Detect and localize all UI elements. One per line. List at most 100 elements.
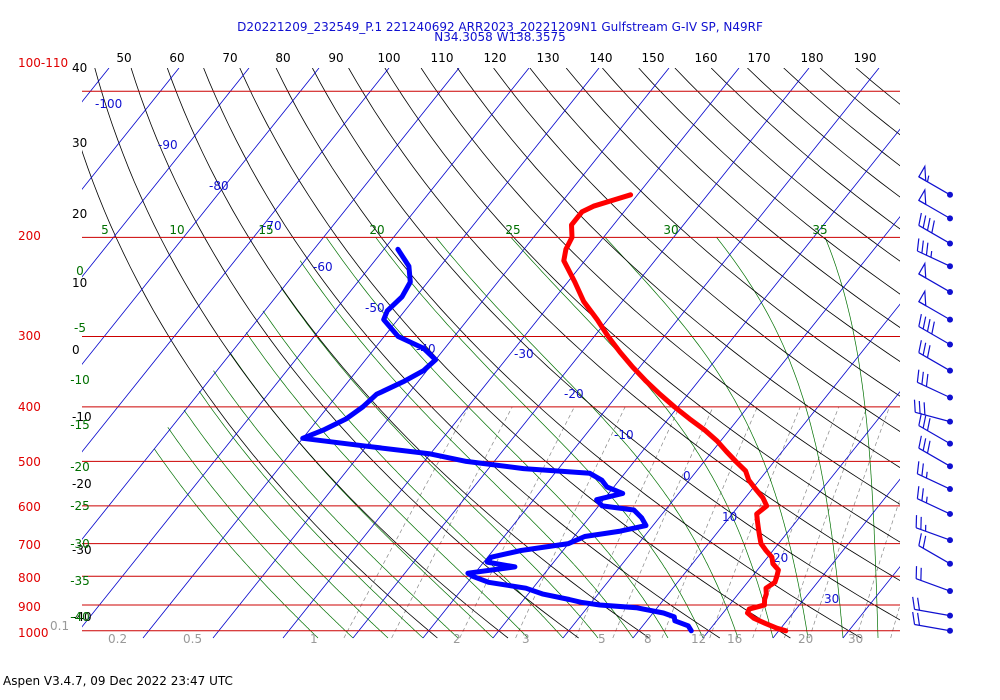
isotherm-label: -10 xyxy=(614,428,634,442)
moist-adiabat-line xyxy=(375,237,704,639)
isotherm-line xyxy=(842,566,900,639)
isotherm-line xyxy=(772,478,900,639)
isotherm-line xyxy=(82,68,110,103)
moist-adiabat-line xyxy=(183,409,389,639)
wind-barb-feather xyxy=(917,597,921,611)
pressure-label: 800 xyxy=(18,571,41,585)
wind-barb-staff xyxy=(915,578,951,592)
moist-adiabat-line xyxy=(262,310,564,639)
mixing-ratio-line xyxy=(856,497,900,639)
wind-barb xyxy=(915,515,953,544)
mixing-ratio-line xyxy=(391,406,513,639)
wind-barb xyxy=(918,413,953,447)
isotherm-label: 0 xyxy=(683,469,691,483)
sounding-traces xyxy=(300,192,789,634)
isotherm-line xyxy=(352,68,810,639)
mixing-ratio-label: 5 xyxy=(598,632,606,646)
top-axis-label: 50 xyxy=(116,51,131,65)
pressure-label: 300 xyxy=(18,329,41,343)
mixing-ratio-label: 0.1 xyxy=(50,619,69,633)
moist-adiabat-line xyxy=(167,427,354,639)
top-axis-label: 80 xyxy=(275,51,290,65)
wind-barb-staff xyxy=(918,326,951,346)
isotherms xyxy=(0,68,1000,639)
top-axis-label: 160 xyxy=(695,51,718,65)
wind-barb-pennant xyxy=(918,289,927,307)
adiabat-label: 20 xyxy=(369,223,384,237)
wind-barb xyxy=(918,533,953,567)
isotherm-line xyxy=(562,216,900,639)
top-axis-label: 150 xyxy=(642,51,665,65)
isotherm-label: -100 xyxy=(95,97,122,111)
adiabat-label: -15 xyxy=(70,418,90,432)
mixing-ratio-label: 3 xyxy=(522,632,530,646)
left-axis-label: -30 xyxy=(72,543,92,557)
isotherm-line xyxy=(82,68,320,365)
wind-barb-staff xyxy=(917,250,951,267)
dry-adiabat-line xyxy=(783,68,900,167)
dry-adiabat-line xyxy=(710,68,900,230)
adiabat-label: 10 xyxy=(169,223,184,237)
wind-barb-feather xyxy=(922,438,927,451)
wind-barb xyxy=(918,212,953,247)
wind-barb-feather xyxy=(918,413,922,426)
pressure-label: 400 xyxy=(18,400,41,414)
dry-adiabat-line xyxy=(602,68,900,328)
pressure-label: 100-110 xyxy=(18,56,68,70)
wind-barb xyxy=(916,486,953,517)
wind-barb-feather xyxy=(923,402,926,415)
wind-barb-feather xyxy=(926,319,931,332)
left-axis-label: 40 xyxy=(72,61,87,75)
wind-barb-feather xyxy=(917,612,921,626)
isotherm-label: 10 xyxy=(722,510,737,524)
top-axis-label: 120 xyxy=(484,51,507,65)
isotherm-line xyxy=(913,68,1000,638)
adiabat-label: 25 xyxy=(505,223,520,237)
wind-barb-staff xyxy=(918,224,951,244)
mixing-ratio-label: 1 xyxy=(310,632,318,646)
isotherm-label: -20 xyxy=(564,387,584,401)
isotherm-line xyxy=(0,68,39,638)
wind-barb-feather xyxy=(931,321,935,335)
isotherm-label: -70 xyxy=(262,219,282,233)
adiabat-label: 0 xyxy=(76,264,84,278)
dry-adiabat-line xyxy=(565,68,900,363)
left-axis-label: 10 xyxy=(72,276,87,290)
moist-adiabat-line xyxy=(824,237,879,638)
moist-adiabat-line xyxy=(154,448,319,639)
top-axis-label: 60 xyxy=(169,51,184,65)
adiabat-label: 5 xyxy=(101,223,109,237)
pressure-label: 200 xyxy=(18,229,41,243)
isotherm-label: 30 xyxy=(824,592,839,606)
wind-barb-pennant xyxy=(918,261,927,280)
left-axis-label: -10 xyxy=(72,410,92,424)
wind-barb-half-feather xyxy=(926,175,930,182)
top-axis-label: 130 xyxy=(537,51,560,65)
isotherm-line xyxy=(82,68,180,190)
moist-adiabat-line xyxy=(299,260,634,639)
wind-barb-feather xyxy=(922,535,927,549)
left-axis-label: -20 xyxy=(72,477,92,491)
dry-adiabat-line xyxy=(166,68,650,639)
wind-barb-staff xyxy=(917,498,951,515)
isotherm-line xyxy=(632,303,900,639)
moist-adiabat-line xyxy=(435,237,739,639)
moist-adiabat-line xyxy=(229,352,494,639)
isotherm-label: 20 xyxy=(773,551,788,565)
adiabat-label: -20 xyxy=(70,460,90,474)
wind-barb-staff xyxy=(918,545,951,565)
wind-barb-staff xyxy=(917,381,951,399)
dry-adiabat-line xyxy=(529,68,900,397)
top-axis-label: 110 xyxy=(431,51,454,65)
dry-adiabat-line xyxy=(638,68,900,295)
adiabat-label: -30 xyxy=(70,537,90,551)
wind-barb-feather xyxy=(918,533,922,546)
moist-adiabat-line xyxy=(510,237,774,639)
left-axis-label: -40 xyxy=(72,610,92,624)
wind-barb-feather xyxy=(926,345,931,358)
wind-barb-staff xyxy=(918,352,951,372)
adiabat-label: -25 xyxy=(70,499,90,513)
wind-barb-feather xyxy=(916,486,920,499)
wind-barb-feather xyxy=(916,238,920,252)
dry-adiabat-line xyxy=(348,68,900,582)
